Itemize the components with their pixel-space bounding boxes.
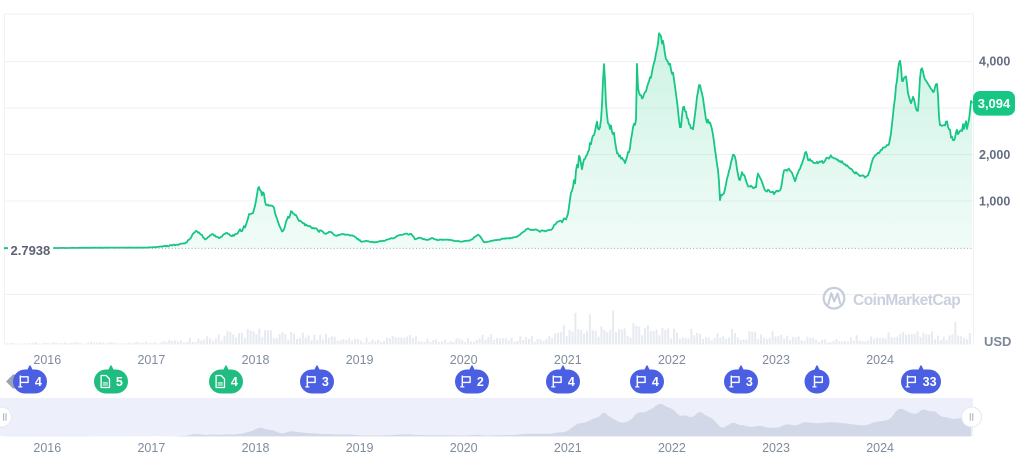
svg-text:4: 4 <box>652 375 659 389</box>
svg-text:4: 4 <box>568 375 575 389</box>
svg-text:2.7938: 2.7938 <box>11 243 51 258</box>
svg-text:2,000: 2,000 <box>979 148 1010 162</box>
svg-text:4: 4 <box>35 375 42 389</box>
svg-text:2: 2 <box>477 375 484 389</box>
svg-text:2016: 2016 <box>33 441 61 455</box>
svg-text:5: 5 <box>116 375 123 389</box>
svg-text:2023: 2023 <box>762 441 790 455</box>
svg-text:2017: 2017 <box>137 353 165 367</box>
svg-text:2024: 2024 <box>866 353 894 367</box>
svg-text:2022: 2022 <box>658 353 686 367</box>
svg-text:3: 3 <box>322 375 329 389</box>
svg-text:2020: 2020 <box>450 353 478 367</box>
svg-text:2022: 2022 <box>658 441 686 455</box>
svg-text:2023: 2023 <box>762 353 790 367</box>
svg-text:2020: 2020 <box>450 441 478 455</box>
svg-text:2016: 2016 <box>33 353 61 367</box>
svg-text:2021: 2021 <box>554 441 582 455</box>
svg-text:2021: 2021 <box>554 353 582 367</box>
svg-text:2017: 2017 <box>137 441 165 455</box>
svg-text:33: 33 <box>923 375 937 389</box>
svg-text:2019: 2019 <box>346 353 374 367</box>
svg-text:3,094: 3,094 <box>978 96 1011 111</box>
svg-text:2018: 2018 <box>242 353 270 367</box>
svg-text:2019: 2019 <box>346 441 374 455</box>
svg-text:2024: 2024 <box>866 441 894 455</box>
svg-text:3: 3 <box>746 375 753 389</box>
svg-text:USD: USD <box>984 334 1011 349</box>
svg-text:CoinMarketCap: CoinMarketCap <box>853 292 960 309</box>
svg-text:4: 4 <box>231 375 238 389</box>
svg-text:2018: 2018 <box>242 441 270 455</box>
svg-text:4,000: 4,000 <box>979 55 1010 69</box>
svg-text:1,000: 1,000 <box>979 194 1010 208</box>
